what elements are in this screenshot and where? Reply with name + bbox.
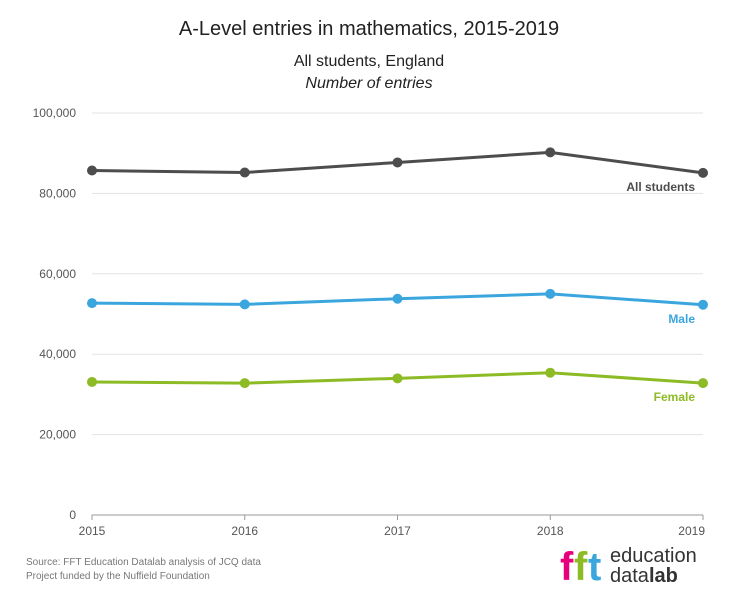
- data-point-all-students: [698, 167, 708, 178]
- funding-note: Project funded by the Nuffield Foundatio…: [26, 571, 210, 582]
- logo-word-education: education: [610, 545, 697, 567]
- source-note: Source: FFT Education Datalab analysis o…: [26, 557, 261, 568]
- series-label-female: Female: [654, 390, 696, 404]
- x-tick-label: 2016: [231, 524, 258, 538]
- chart-units-subtitle: Number of entries: [305, 75, 433, 92]
- data-point-all-students: [87, 165, 97, 176]
- data-point-female: [545, 367, 556, 378]
- fft-logo-mark: f f t: [560, 545, 601, 588]
- chart-title: A-Level entries in mathematics, 2015-201…: [178, 18, 560, 40]
- y-tick-label: 40,000: [39, 347, 76, 361]
- y-tick-label: 100,000: [33, 106, 77, 120]
- series-label-male: Male: [668, 312, 695, 326]
- x-tick-label: 2015: [79, 524, 106, 538]
- data-point-female: [392, 373, 403, 384]
- x-tick-label: 2019: [678, 524, 705, 538]
- data-point-female: [87, 376, 97, 387]
- data-point-male: [698, 299, 708, 310]
- y-tick-label: 0: [69, 508, 76, 522]
- data-point-male: [392, 293, 403, 304]
- data-point-all-students: [239, 167, 250, 178]
- data-point-female: [698, 378, 708, 389]
- logo-word-lab: lab: [648, 565, 678, 587]
- y-tick-label: 20,000: [39, 428, 76, 442]
- y-tick-label: 60,000: [39, 267, 76, 281]
- data-point-male: [239, 299, 250, 310]
- data-point-male: [545, 288, 556, 299]
- svg-text:f: f: [560, 545, 574, 588]
- data-point-male: [87, 298, 97, 309]
- x-tick-label: 2017: [384, 524, 411, 538]
- data-point-all-students: [545, 147, 556, 158]
- svg-text:f: f: [574, 545, 588, 588]
- logo-word-data: data: [610, 565, 649, 587]
- data-point-all-students: [392, 157, 403, 168]
- y-tick-label: 80,000: [39, 186, 76, 200]
- data-point-female: [239, 378, 250, 389]
- x-tick-label: 2018: [537, 524, 564, 538]
- series-label-all-students: All students: [626, 180, 695, 194]
- chart-subtitle: All students, England: [293, 53, 445, 70]
- fft-datalab-logo: f f t education datalab: [560, 542, 730, 588]
- logo-word-datalab: datalab: [610, 566, 678, 586]
- svg-text:t: t: [588, 545, 601, 588]
- line-chart: 0 20,000 40,000 60,000 80,000 100,000 2015 2016…: [33, 106, 708, 538]
